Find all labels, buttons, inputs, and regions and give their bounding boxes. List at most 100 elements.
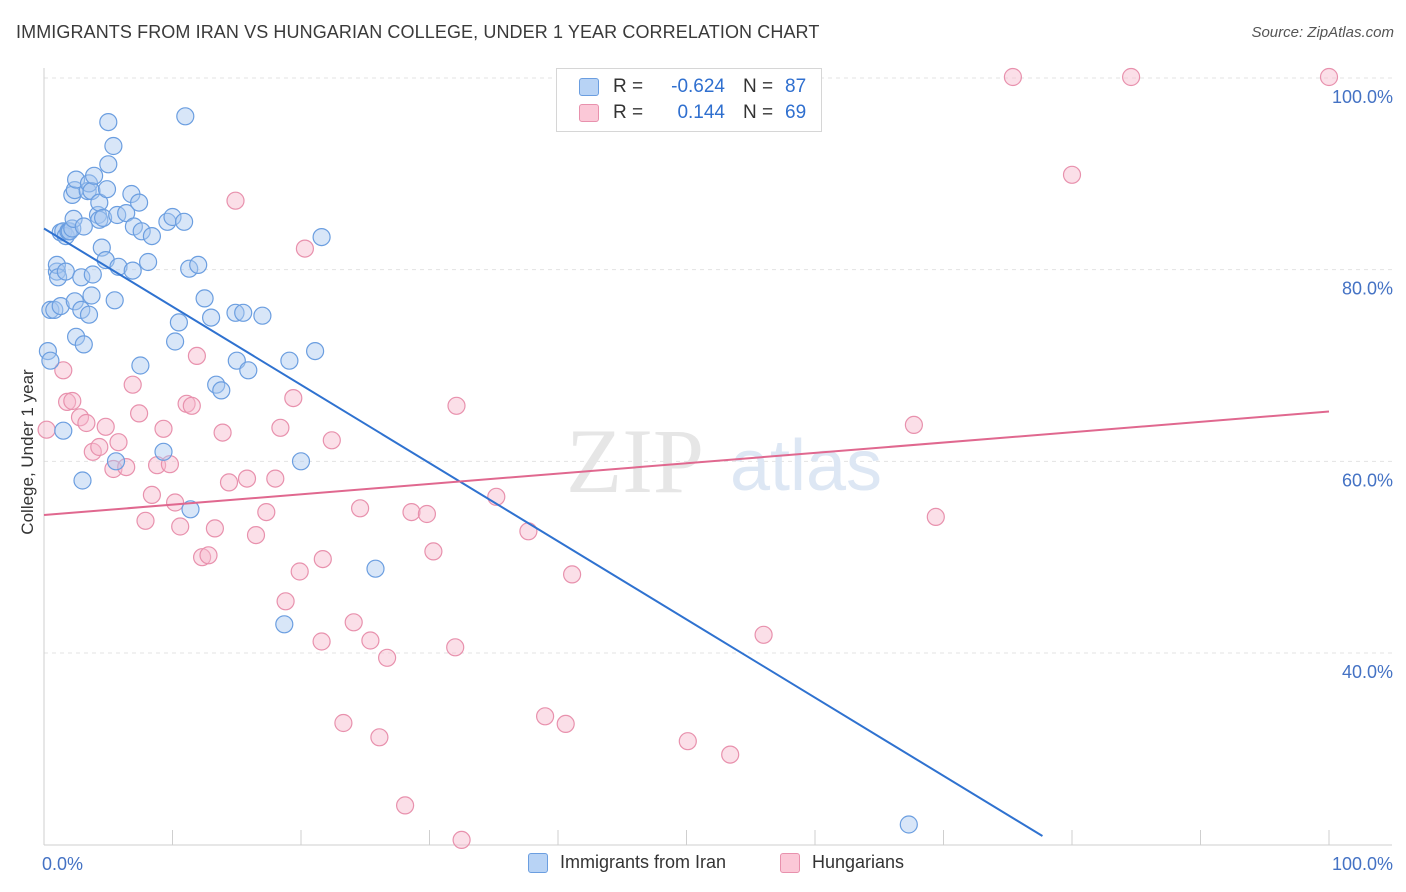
hungarians-point [130, 404, 149, 423]
legend-swatch-iran [579, 78, 599, 96]
hungarians-trend-line [43, 410, 1330, 516]
iran-point [142, 227, 161, 246]
stats-legend: R = -0.624 N = 87 R = 0.144 N = 69 [556, 68, 822, 132]
iran-point [175, 212, 194, 231]
hungarians-point [205, 519, 224, 538]
iran-point [73, 471, 92, 490]
hungarians-point [90, 437, 109, 457]
iran-point [54, 421, 73, 440]
y-tick-label-100: 100.0% [1332, 87, 1393, 107]
iran-point [108, 205, 127, 225]
iran-point [56, 262, 75, 281]
iran-trend-line [43, 227, 1043, 837]
hungarians-point [193, 548, 212, 567]
hungarians-point [266, 469, 285, 488]
bottom-legend: Immigrants from Iran Hungarians [0, 852, 1406, 876]
hungarians-point [276, 592, 295, 611]
hungarians-point [219, 473, 239, 492]
hungarians-point [109, 433, 128, 452]
hungarians-point [166, 493, 185, 512]
hungarians-point [519, 522, 538, 541]
hungarians-point [424, 542, 443, 561]
iran-point [163, 207, 182, 227]
legend-r-value-hungarians: 0.144 [677, 102, 725, 123]
hungarians-point [226, 191, 245, 210]
watermark-zip: ZIP [566, 410, 704, 512]
iran-point [99, 155, 118, 174]
y-tick-label-60: 60.0% [1342, 470, 1393, 490]
iran-point [132, 222, 151, 241]
legend-n-value-hungarians: 69 [785, 102, 807, 123]
iran-point [189, 255, 208, 274]
hungarians-point [54, 361, 73, 380]
hungarians-point [351, 499, 370, 518]
hungarians-point [295, 239, 314, 258]
grid-lines [44, 77, 1392, 654]
iran-point [90, 193, 109, 212]
legend-n-label-hungarians: N = [743, 102, 774, 123]
hungarians-point [117, 458, 136, 477]
iran-point [899, 815, 918, 834]
iran-point [84, 166, 104, 185]
iran-point [41, 300, 60, 319]
iran-point [104, 136, 123, 156]
iran-point [275, 615, 294, 634]
hungarians-point [334, 713, 353, 733]
iran-point [74, 217, 93, 236]
iran-point [154, 442, 173, 461]
hungarians-point [136, 511, 155, 530]
hungarians-point [271, 418, 290, 437]
hungarians-point [142, 485, 161, 504]
hungarians-point [237, 469, 257, 488]
hungarians-point [361, 631, 380, 650]
x-tick-label-0: 0.0% [42, 854, 83, 874]
bottom-legend-swatch-hungarians [780, 852, 800, 873]
y-tick-label-80: 80.0% [1342, 279, 1393, 299]
hungarians-point [754, 625, 773, 644]
iran-point [166, 332, 185, 351]
iran-point [41, 351, 60, 370]
hungarians-point [678, 732, 697, 751]
legend-r-label-hungarians: R = [613, 102, 644, 123]
hungarians-point [284, 389, 303, 408]
iran-point [51, 297, 70, 316]
hungarians-point [257, 502, 276, 522]
hungarians-point [396, 796, 415, 815]
iran-point [234, 303, 253, 322]
hungarians-point [96, 417, 115, 436]
hungarians-point [721, 745, 740, 764]
hungarians-point [199, 546, 218, 565]
hungarians-point [370, 728, 389, 747]
bottom-legend-swatch-iran [528, 852, 548, 873]
legend-n-label-iran: N = [743, 76, 774, 97]
watermark: ZIP atlas [566, 410, 882, 512]
legend-n-value-iran: 87 [785, 76, 807, 97]
iran-point [93, 208, 113, 227]
hungarians-point [402, 502, 421, 522]
iran-point [202, 308, 221, 327]
hungarians-point [246, 525, 266, 545]
hungarians-point [312, 632, 331, 651]
bottom-legend-iran[interactable]: Immigrants from Iran [528, 852, 726, 873]
hungarians-point [417, 504, 436, 524]
iran-point [306, 342, 325, 361]
x-tick-label-100: 100.0% [1332, 854, 1393, 874]
hungarians-point [447, 396, 466, 415]
bottom-legend-label-iran: Immigrants from Iran [560, 852, 727, 872]
hungarians-point [313, 549, 332, 569]
hungarians-point [57, 392, 77, 411]
iran-point [180, 259, 199, 278]
bottom-legend-hungarians[interactable]: Hungarians [780, 852, 904, 873]
bottom-legend-label-hungarians: Hungarians [812, 852, 905, 872]
iran-point [66, 327, 86, 346]
hungarians-point [77, 413, 96, 433]
hungarians-point [904, 415, 924, 434]
iran-point [117, 204, 136, 223]
hungarians-point [344, 613, 363, 632]
y-tick-label-40: 40.0% [1342, 662, 1393, 682]
iran-point [239, 361, 258, 380]
hungarians-point [63, 391, 82, 411]
chart-title: IMMIGRANTS FROM IRAN VS HUNGARIAN COLLEG… [16, 22, 820, 42]
iran-point [97, 180, 117, 199]
